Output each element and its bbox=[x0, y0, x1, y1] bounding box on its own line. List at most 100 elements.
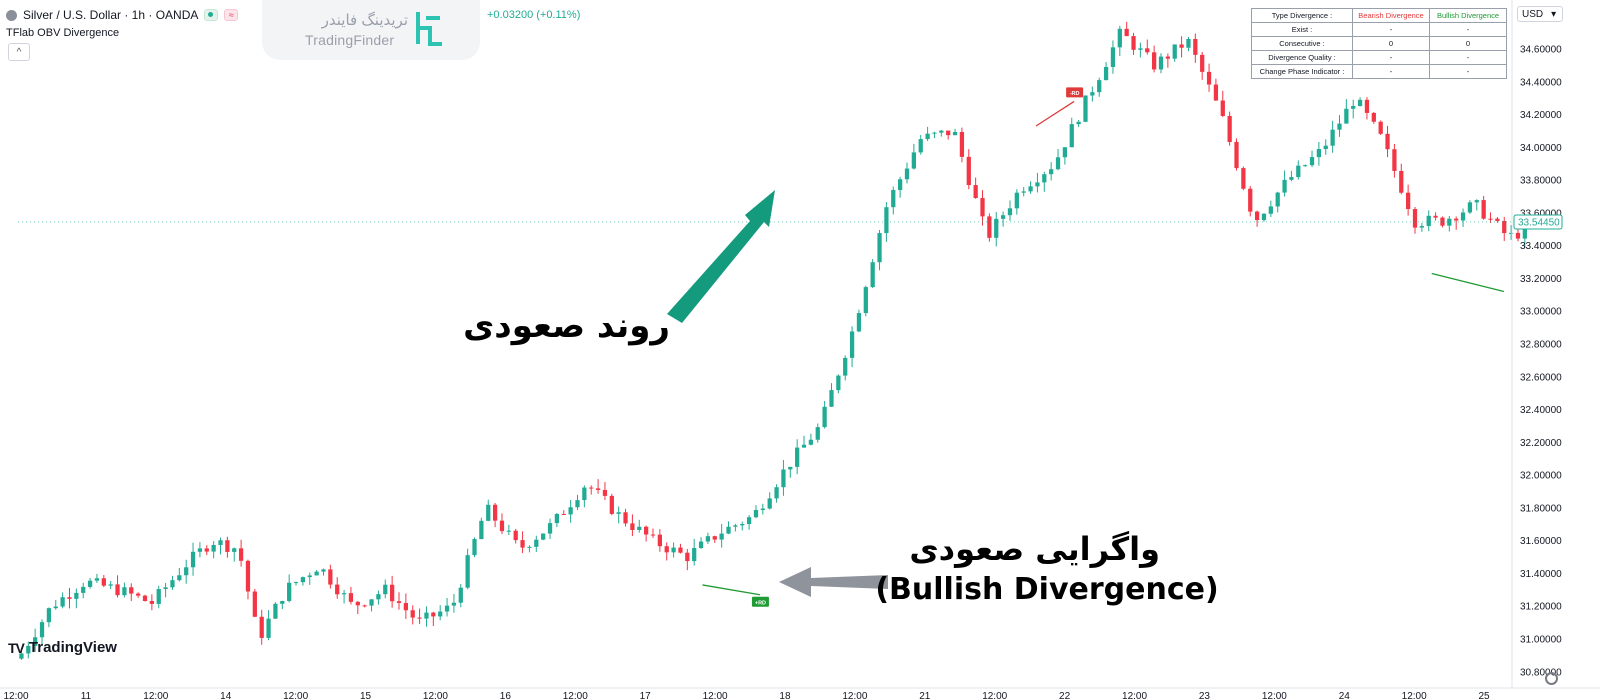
candle bbox=[341, 589, 347, 604]
candle bbox=[438, 605, 443, 621]
candle-body bbox=[314, 571, 319, 576]
candle bbox=[856, 309, 862, 333]
candle-body bbox=[403, 602, 408, 611]
candle bbox=[458, 584, 463, 608]
tradingview-logo[interactable]: TV TradingView bbox=[8, 639, 117, 656]
candle-body bbox=[163, 587, 168, 590]
candle-body bbox=[815, 427, 820, 440]
candle-body bbox=[266, 618, 271, 638]
candle bbox=[1303, 164, 1308, 167]
price-tick-label: 30.80000 bbox=[1520, 667, 1562, 678]
candle-body bbox=[760, 508, 765, 511]
candle bbox=[451, 594, 457, 613]
candle bbox=[1426, 210, 1431, 232]
candle-body bbox=[1076, 121, 1081, 125]
candle-body bbox=[904, 168, 910, 180]
candle-body bbox=[190, 551, 196, 568]
gear-icon[interactable] bbox=[1545, 672, 1558, 685]
candle-body bbox=[46, 608, 52, 623]
candle-body bbox=[149, 600, 154, 604]
candle-body bbox=[863, 287, 868, 314]
candle-body bbox=[712, 536, 717, 540]
candle bbox=[932, 131, 937, 139]
watermark-background bbox=[262, 0, 480, 60]
candle bbox=[122, 582, 127, 598]
candle-body bbox=[1419, 226, 1424, 228]
silver-symbol-icon bbox=[6, 9, 17, 21]
candle-body bbox=[781, 469, 786, 488]
time-tick-label: 15 bbox=[360, 691, 372, 700]
candle bbox=[973, 177, 978, 199]
candle bbox=[1186, 36, 1191, 52]
candle-body bbox=[1083, 95, 1088, 122]
table-cell-bullish: - bbox=[1429, 22, 1507, 37]
table-cell-bullish: - bbox=[1429, 64, 1507, 79]
candle bbox=[904, 162, 910, 184]
candle bbox=[1399, 163, 1404, 195]
candle bbox=[602, 482, 608, 500]
table-header-row: Type Divergence : Bearish Divergence Bul… bbox=[1251, 8, 1507, 23]
candle-body bbox=[1282, 179, 1287, 193]
candle bbox=[115, 575, 120, 598]
candle-body bbox=[1447, 218, 1452, 226]
candle-body bbox=[1440, 217, 1445, 226]
candle-body bbox=[232, 548, 237, 552]
candle-body bbox=[1351, 105, 1356, 109]
candle bbox=[513, 528, 518, 544]
candle-body bbox=[1042, 174, 1047, 183]
price-tick-label: 31.00000 bbox=[1520, 635, 1562, 646]
candle-body bbox=[719, 533, 724, 540]
candle-body bbox=[589, 487, 594, 489]
candle-body bbox=[307, 575, 312, 578]
candle-body bbox=[142, 595, 148, 601]
price-tick-label: 34.60000 bbox=[1520, 44, 1562, 55]
bullish-divergence-label-fa: واگرایی صعودی bbox=[909, 530, 1160, 568]
candle-body bbox=[1165, 56, 1170, 59]
collapse-legend-button[interactable]: ^ bbox=[8, 43, 30, 61]
candle-body bbox=[547, 523, 553, 534]
candle bbox=[204, 545, 209, 556]
time-tick-label: 12:00 bbox=[1122, 691, 1147, 700]
candle bbox=[1254, 210, 1260, 227]
candle-body bbox=[81, 586, 86, 593]
candle-body bbox=[561, 513, 566, 515]
candle bbox=[417, 608, 422, 624]
candle bbox=[527, 545, 532, 553]
candle bbox=[939, 129, 944, 137]
candle-body bbox=[1000, 215, 1006, 219]
candle-body bbox=[1508, 232, 1514, 234]
candle bbox=[1344, 99, 1349, 124]
compare-toggle-icon[interactable]: ≈ bbox=[224, 9, 239, 21]
candle-body bbox=[616, 512, 621, 514]
candle bbox=[307, 572, 312, 585]
candle bbox=[1206, 63, 1212, 92]
time-tick-label: 11 bbox=[81, 691, 92, 700]
candle-body bbox=[252, 591, 257, 617]
candle bbox=[163, 583, 168, 598]
candle bbox=[287, 574, 292, 603]
symbol-title[interactable]: Silver / U.S. Dollar · 1h · OANDA bbox=[23, 8, 199, 22]
candle-body bbox=[1021, 191, 1026, 193]
candle-body bbox=[829, 390, 834, 407]
candle bbox=[582, 485, 587, 508]
candle-body bbox=[1213, 84, 1219, 101]
candle-body bbox=[801, 444, 807, 448]
candle bbox=[1165, 53, 1170, 68]
candle bbox=[1337, 115, 1342, 137]
candle-body bbox=[911, 152, 916, 169]
candle-body bbox=[1392, 149, 1397, 171]
candle-body bbox=[836, 375, 841, 391]
indicator-name[interactable]: TFlab OBV Divergence bbox=[6, 27, 120, 39]
eye-toggle-icon[interactable] bbox=[204, 9, 219, 21]
time-tick-label: 12:00 bbox=[423, 691, 448, 700]
candle bbox=[788, 466, 793, 478]
candle-body bbox=[355, 601, 360, 606]
candle-body bbox=[1014, 192, 1019, 209]
candle-body bbox=[1007, 208, 1013, 216]
currency-selector[interactable]: USD ▾ bbox=[1517, 6, 1563, 22]
candle bbox=[987, 213, 992, 242]
candle-body bbox=[987, 216, 992, 238]
candle bbox=[753, 505, 759, 519]
price-tick-label: 32.80000 bbox=[1520, 340, 1562, 351]
